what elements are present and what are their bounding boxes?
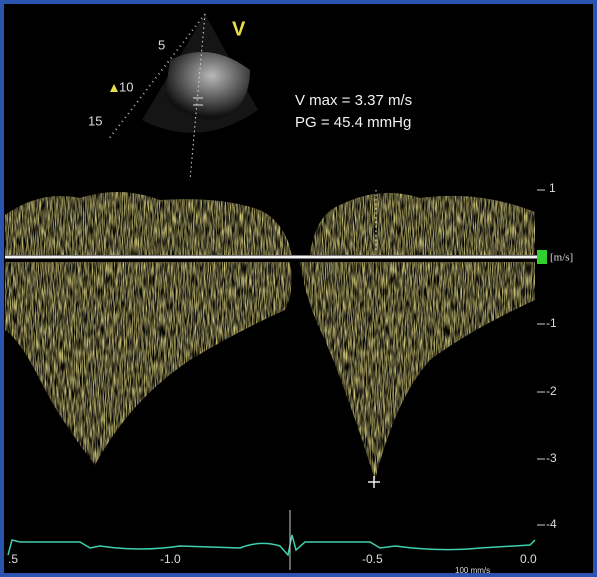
ultrasound-screen: V 5 10 15 V max = 3.37 m/s PG = 45.4 mmH… — [0, 0, 597, 577]
page: {"sector": {"view_label": "V", "depth_la… — [0, 0, 597, 577]
velocity-unit: [m/s] — [550, 252, 573, 264]
velocity-label: -2 — [546, 384, 557, 398]
time-label: -1.0 — [160, 552, 181, 566]
measurement: V max = 3.37 m/s — [295, 92, 412, 109]
view-label: V — [232, 18, 246, 40]
velocity-label: -1 — [546, 316, 557, 330]
depth-label: 10 — [119, 79, 133, 94]
time-label: -0.5 — [362, 552, 383, 566]
time-label: 0.0 — [520, 552, 537, 566]
baseline-marker — [537, 250, 547, 264]
velocity-label: 1 — [549, 181, 556, 195]
depth-label: 15 — [88, 113, 102, 128]
sweep-speed: 100 mm/s — [455, 566, 490, 575]
time-label: .5 — [8, 552, 18, 566]
depth-label: 5 — [158, 37, 165, 52]
velocity-label: -3 — [546, 451, 557, 465]
velocity-label: -4 — [546, 517, 557, 531]
measurement: PG = 45.4 mmHg — [295, 114, 411, 131]
